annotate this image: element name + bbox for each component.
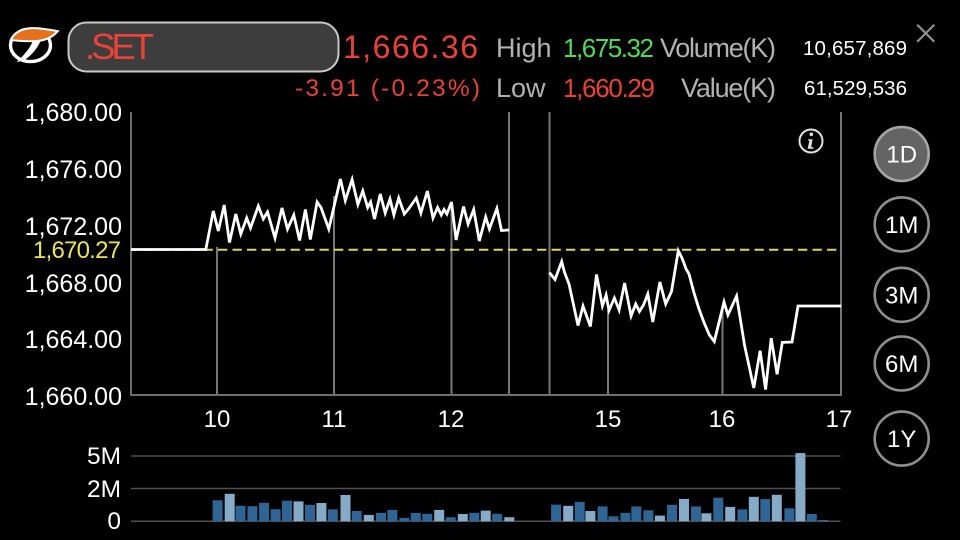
svg-text:1,660.29: 1,660.29: [563, 73, 655, 103]
svg-text:.SET: .SET: [85, 26, 154, 67]
svg-text:1Y: 1Y: [887, 426, 916, 453]
svg-text:10: 10: [204, 406, 231, 433]
svg-text:1,664.00: 1,664.00: [25, 326, 122, 354]
svg-text:1M: 1M: [885, 212, 918, 239]
svg-text:10,657,869: 10,657,869: [803, 37, 907, 60]
svg-text:0: 0: [107, 508, 121, 535]
svg-text:1,666.36: 1,666.36: [343, 29, 478, 65]
svg-text:11: 11: [322, 406, 347, 433]
svg-text:6M: 6M: [885, 351, 918, 378]
svg-text:Volume(K): Volume(K): [660, 33, 776, 63]
svg-text:Value(K): Value(K): [681, 73, 776, 103]
svg-text:1,680.00: 1,680.00: [25, 99, 122, 127]
svg-text:1D: 1D: [886, 142, 917, 169]
svg-text:High: High: [496, 33, 552, 63]
svg-text:2M: 2M: [87, 476, 121, 503]
svg-text:1,660.00: 1,660.00: [25, 383, 122, 411]
svg-text:1,668.00: 1,668.00: [25, 270, 122, 298]
svg-text:1,675.32: 1,675.32: [563, 33, 654, 63]
svg-text:15: 15: [595, 406, 622, 433]
svg-text:1,670.27: 1,670.27: [33, 237, 121, 264]
svg-text:3M: 3M: [885, 282, 918, 309]
svg-text:1,672.00: 1,672.00: [25, 213, 122, 241]
svg-text:5M: 5M: [87, 443, 121, 470]
svg-text:-3.91 (-0.23%): -3.91 (-0.23%): [295, 75, 480, 102]
svg-text:Low: Low: [496, 73, 546, 103]
svg-text:16: 16: [709, 406, 736, 433]
svg-text:12: 12: [438, 406, 465, 433]
svg-text:1,676.00: 1,676.00: [25, 156, 122, 184]
svg-text:17: 17: [826, 406, 853, 433]
svg-text:61,529,536: 61,529,536: [804, 77, 907, 100]
